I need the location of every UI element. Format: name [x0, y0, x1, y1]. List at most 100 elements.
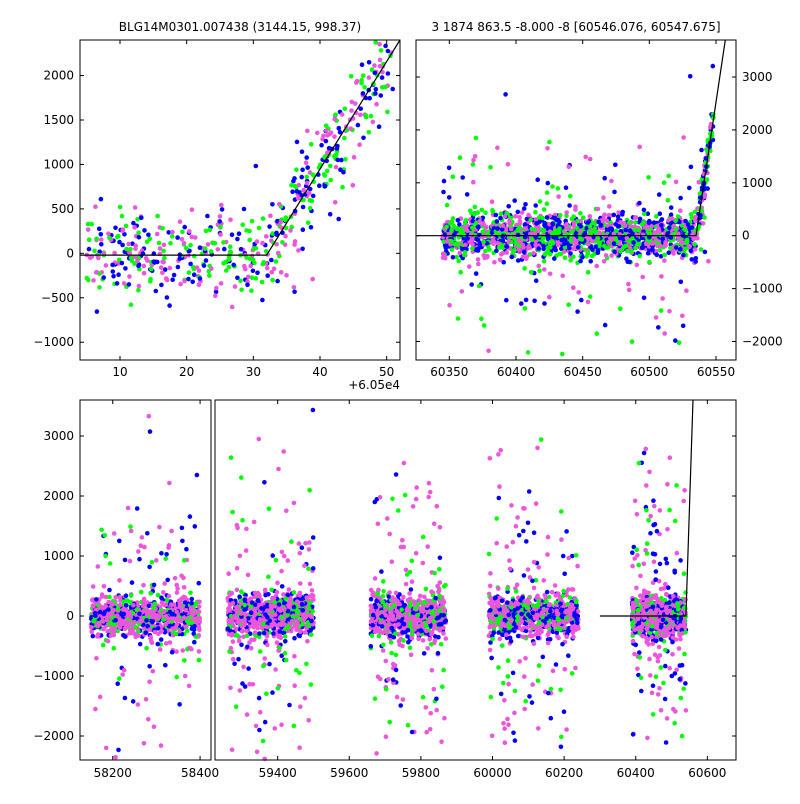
data-point	[283, 234, 288, 239]
data-point	[247, 238, 252, 243]
data-point	[198, 276, 203, 281]
data-point	[523, 306, 528, 311]
data-point	[192, 640, 197, 645]
data-point	[152, 724, 157, 729]
data-point	[283, 651, 288, 656]
data-point	[239, 288, 244, 293]
data-point	[262, 480, 267, 485]
data-point	[275, 640, 280, 645]
data-point	[380, 75, 385, 80]
data-point	[367, 75, 372, 80]
data-point	[284, 273, 289, 278]
data-point	[603, 323, 608, 328]
data-point	[170, 612, 175, 617]
data-point	[440, 684, 445, 689]
data-point	[259, 606, 264, 611]
data-point	[148, 627, 153, 632]
bottom-points	[89, 408, 689, 762]
data-point	[616, 215, 621, 220]
data-point	[324, 124, 329, 129]
data-point	[252, 261, 257, 266]
data-point	[138, 619, 143, 624]
data-point	[496, 241, 501, 246]
data-point	[262, 757, 267, 762]
data-point	[631, 240, 636, 245]
data-point	[501, 260, 506, 265]
data-point	[153, 630, 158, 635]
data-point	[266, 575, 271, 580]
data-point	[500, 234, 505, 239]
data-point	[93, 707, 98, 712]
data-point	[287, 587, 292, 592]
data-point	[660, 296, 665, 301]
data-point	[104, 746, 109, 751]
data-point	[678, 208, 683, 213]
data-point	[147, 664, 152, 669]
data-point	[458, 155, 463, 160]
data-point	[477, 284, 482, 289]
data-point	[145, 258, 150, 263]
data-point	[180, 230, 185, 235]
data-point	[164, 602, 169, 607]
data-point	[237, 639, 242, 644]
data-point	[94, 270, 99, 275]
data-point	[194, 601, 199, 606]
data-point	[669, 205, 674, 210]
data-point	[537, 215, 542, 220]
data-point	[160, 260, 165, 265]
data-point	[123, 696, 128, 701]
data-point	[144, 607, 149, 612]
data-point	[144, 697, 149, 702]
data-point	[194, 635, 199, 640]
data-point	[174, 583, 179, 588]
data-point	[139, 216, 144, 221]
data-point	[424, 587, 429, 592]
data-point	[148, 277, 153, 282]
data-point	[150, 560, 155, 565]
data-point	[522, 250, 527, 255]
data-point	[422, 651, 427, 656]
top-left-model-line	[80, 40, 400, 255]
data-point	[371, 591, 376, 596]
data-point	[621, 245, 626, 250]
data-point	[292, 290, 297, 295]
data-point	[576, 290, 581, 295]
data-point	[373, 696, 378, 701]
data-point	[98, 610, 103, 615]
data-point	[117, 578, 122, 583]
data-point	[389, 651, 394, 656]
data-point	[334, 152, 339, 157]
data-point	[632, 227, 637, 232]
data-point	[373, 500, 378, 505]
data-point	[281, 592, 286, 597]
data-point	[145, 240, 150, 245]
data-point	[260, 298, 265, 303]
data-point	[513, 214, 518, 219]
data-point	[113, 755, 118, 760]
data-point	[255, 750, 260, 755]
data-point	[94, 237, 99, 242]
data-point	[120, 261, 125, 266]
data-point	[273, 726, 278, 731]
data-point	[319, 143, 324, 148]
data-point	[117, 539, 122, 544]
data-point	[699, 247, 704, 252]
data-point	[187, 229, 192, 234]
data-point	[146, 233, 151, 238]
data-point	[181, 648, 186, 653]
data-point	[91, 634, 96, 639]
data-point	[435, 584, 440, 589]
data-point	[228, 686, 233, 691]
data-point	[264, 691, 269, 696]
data-point	[524, 298, 529, 303]
data-point	[162, 609, 167, 614]
data-point	[495, 226, 500, 231]
data-point	[280, 584, 285, 589]
data-point	[204, 258, 209, 263]
data-point	[141, 583, 146, 588]
data-point	[693, 215, 698, 220]
data-point	[655, 229, 660, 234]
data-point	[360, 62, 365, 67]
data-point	[276, 467, 281, 472]
data-point	[463, 250, 468, 255]
